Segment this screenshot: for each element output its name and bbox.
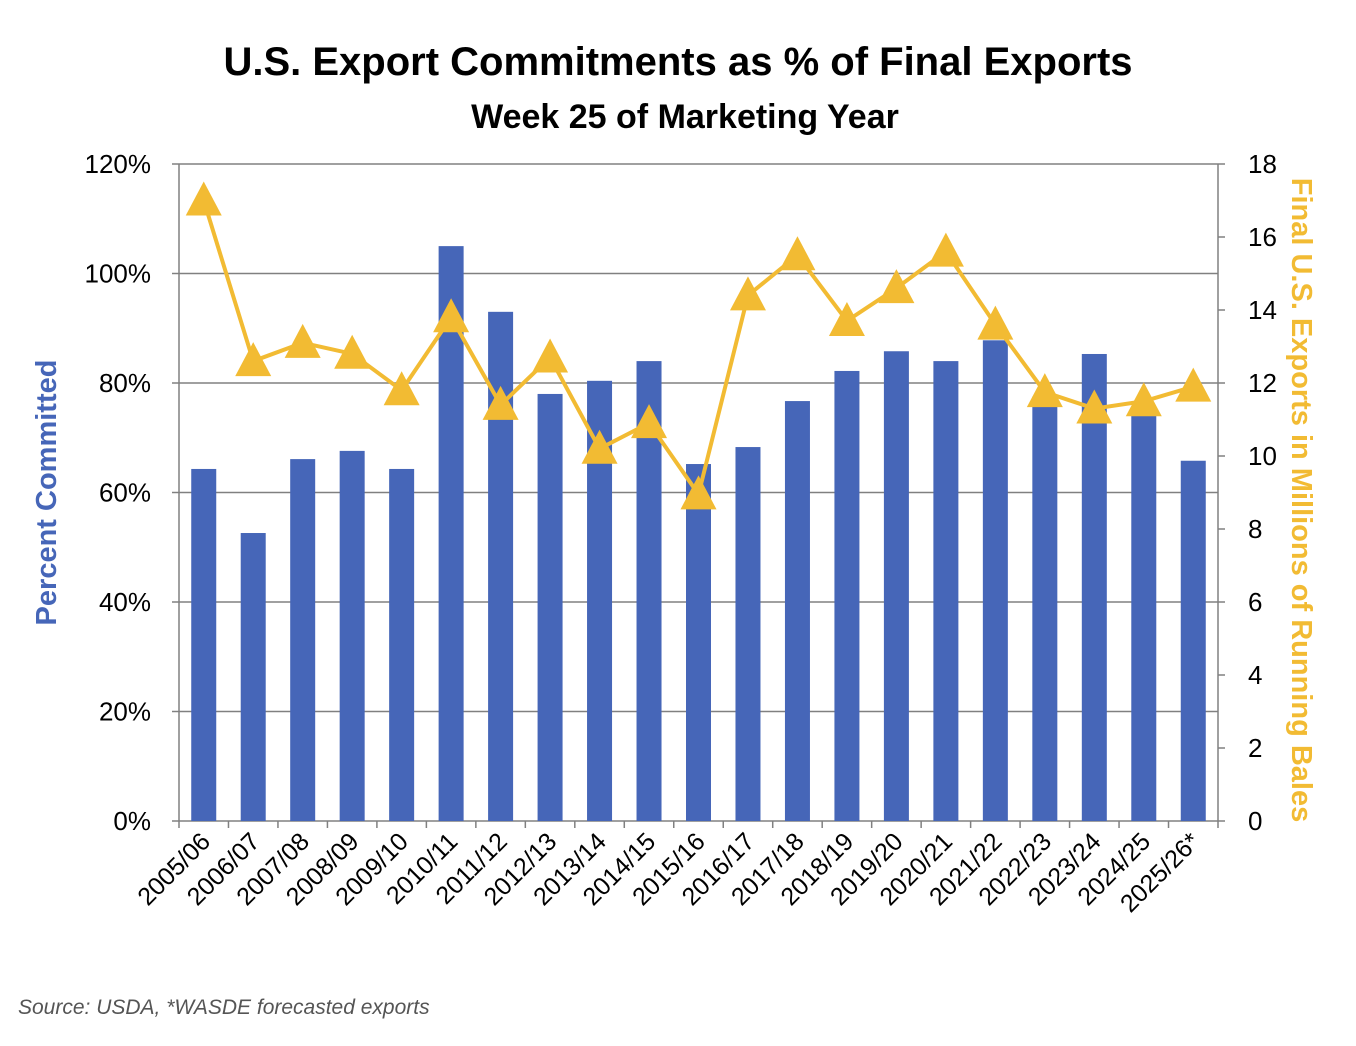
bar [389, 468, 415, 821]
bar [191, 468, 217, 821]
bar [339, 450, 365, 821]
triangle-marker [1175, 367, 1212, 402]
triangle-marker [532, 338, 569, 373]
bar [438, 246, 464, 821]
bar [1081, 353, 1107, 821]
bar [834, 370, 860, 821]
left-tick-label: 120% [85, 149, 152, 179]
triangle-marker [235, 342, 272, 377]
chart-subtitle: Week 25 of Marketing Year [471, 98, 899, 136]
right-axis-title: Final U.S. Exports in Millions of Runnin… [1285, 178, 1317, 823]
right-tick-label: 12 [1248, 368, 1277, 398]
triangle-marker [779, 236, 816, 271]
bar [933, 361, 959, 821]
chart-title: U.S. Export Commitments as % of Final Ex… [223, 40, 1133, 84]
right-tick-label: 4 [1248, 660, 1262, 690]
left-tick-label: 80% [99, 368, 151, 398]
triangle-marker [482, 385, 519, 420]
bar [686, 464, 711, 821]
triangle-marker [878, 269, 915, 304]
bar [1180, 460, 1206, 821]
triangle-marker [334, 334, 371, 369]
triangle-marker [828, 301, 865, 336]
triangle-marker [1026, 373, 1063, 408]
bar [1131, 414, 1157, 821]
right-tick-label: 16 [1248, 222, 1277, 252]
right-tick-label: 6 [1248, 587, 1262, 617]
bar [240, 533, 266, 821]
bar [982, 340, 1008, 821]
bar [735, 447, 761, 821]
triangle-marker [185, 181, 222, 216]
bar [1032, 396, 1058, 821]
triangle-marker [1076, 389, 1113, 424]
triangle-marker [1125, 382, 1162, 417]
triangle-marker [927, 232, 964, 267]
right-tick-label: 14 [1248, 295, 1277, 325]
right-tick-label: 10 [1248, 441, 1277, 471]
triangle-marker [729, 276, 766, 311]
left-tick-label: 60% [99, 478, 151, 508]
triangle-marker [581, 429, 618, 464]
bar [537, 393, 563, 821]
right-tick-label: 18 [1248, 149, 1277, 179]
triangle-marker [680, 475, 717, 510]
triangle-marker [631, 404, 668, 439]
left-tick-label: 40% [99, 587, 151, 617]
bar [290, 459, 316, 821]
right-tick-label: 2 [1248, 733, 1262, 763]
bar [883, 351, 909, 821]
left-axis-title: Percent Committed [31, 360, 63, 626]
triangle-marker [284, 323, 321, 358]
left-tick-label: 20% [99, 697, 151, 727]
left-tick-label: 100% [85, 259, 152, 289]
triangle-marker [383, 371, 420, 406]
triangle-marker [977, 305, 1014, 340]
left-tick-label: 0% [113, 806, 151, 836]
triangle-marker [433, 298, 470, 333]
bar [784, 401, 810, 821]
source-note: Source: USDA, *WASDE forecasted exports [18, 996, 430, 1019]
right-tick-label: 8 [1248, 514, 1262, 544]
right-tick-label: 0 [1248, 806, 1262, 836]
